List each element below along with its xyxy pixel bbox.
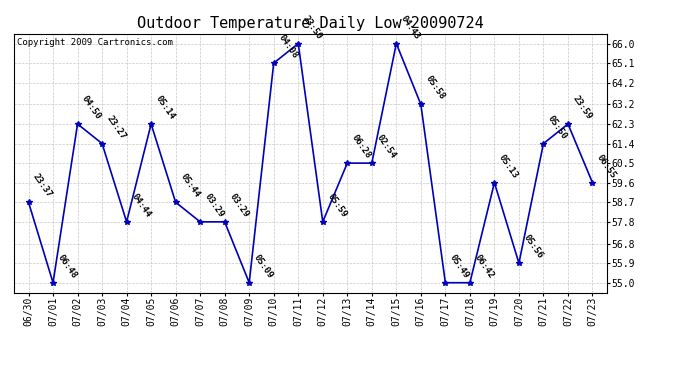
Text: 05:59: 05:59	[326, 192, 348, 219]
Text: 05:58: 05:58	[424, 75, 446, 102]
Text: 06:55: 06:55	[595, 153, 618, 180]
Text: 04:08: 04:08	[277, 33, 299, 60]
Text: 23:37: 23:37	[31, 172, 54, 200]
Text: 05:09: 05:09	[252, 253, 275, 280]
Text: 05:50: 05:50	[546, 114, 569, 141]
Text: 06:28: 06:28	[350, 133, 373, 160]
Text: 02:54: 02:54	[375, 133, 397, 160]
Text: 23:50: 23:50	[301, 13, 324, 41]
Text: 04:44: 04:44	[129, 192, 152, 219]
Text: 05:49: 05:49	[448, 253, 471, 280]
Text: 06:42: 06:42	[473, 253, 495, 280]
Title: Outdoor Temperature Daily Low 20090724: Outdoor Temperature Daily Low 20090724	[137, 16, 484, 31]
Text: 05:13: 05:13	[497, 153, 520, 180]
Text: 03:29: 03:29	[203, 192, 226, 219]
Text: 23:59: 23:59	[571, 94, 593, 121]
Text: 05:56: 05:56	[522, 233, 544, 260]
Text: 05:44: 05:44	[179, 172, 201, 200]
Text: 05:14: 05:14	[154, 94, 177, 121]
Text: Copyright 2009 Cartronics.com: Copyright 2009 Cartronics.com	[17, 38, 172, 46]
Text: 03:29: 03:29	[228, 192, 250, 219]
Text: 23:27: 23:27	[105, 114, 128, 141]
Text: 04:50: 04:50	[80, 94, 103, 121]
Text: 06:48: 06:48	[56, 253, 79, 280]
Text: 04:43: 04:43	[399, 13, 422, 41]
